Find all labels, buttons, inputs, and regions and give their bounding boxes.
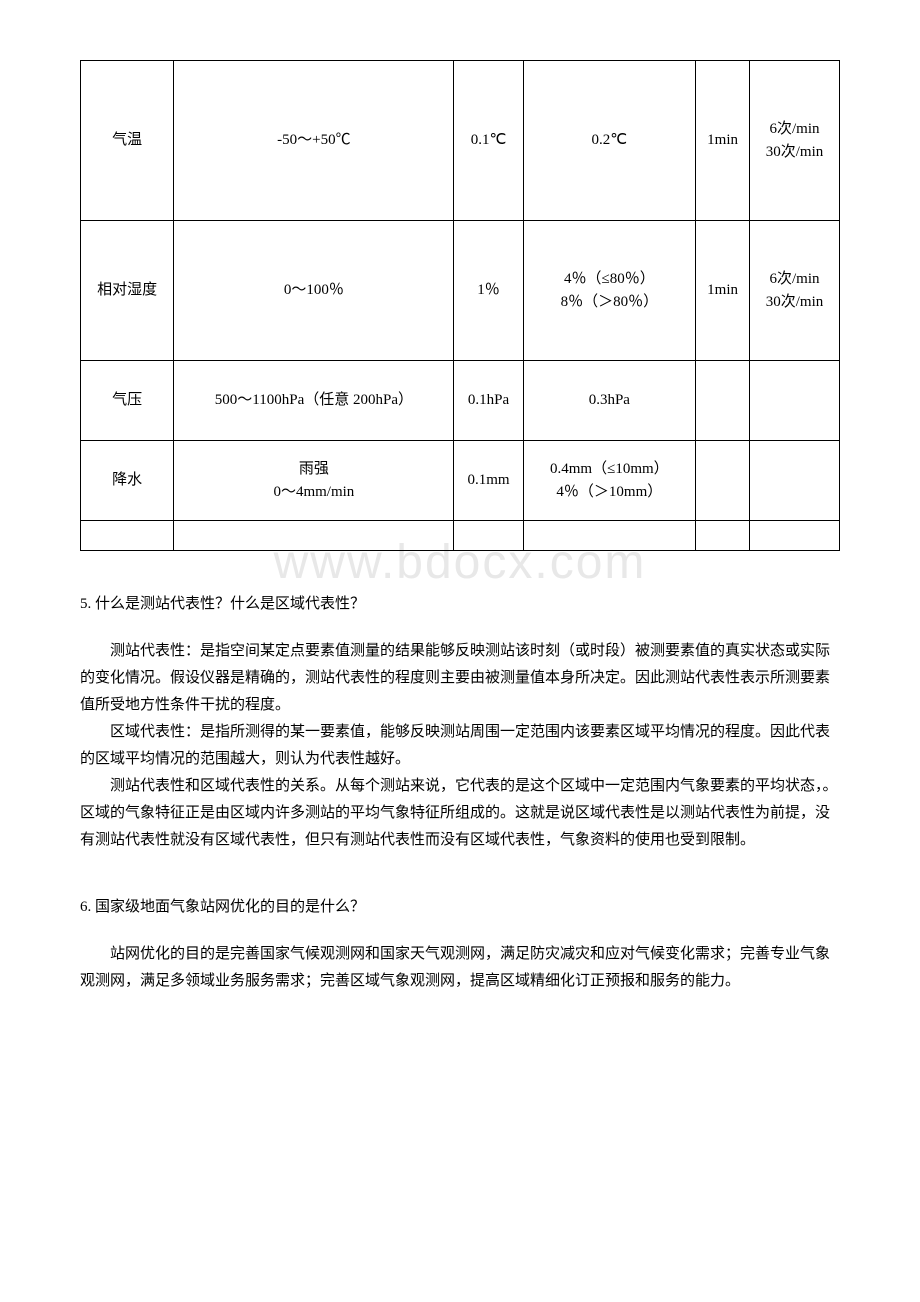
cell-resolution: 0.1hPa [454,361,523,441]
cell-range: 500～1100hPa（任意 200hPa） [174,361,454,441]
cell-empty [81,521,174,551]
table-row: 降水 雨强 0～4mm/min 0.1mm 0.4mm（≤10mm） 4％（＞1… [81,441,840,521]
cell-accuracy: 4％（≤80％） 8％（＞80％） [523,221,696,361]
cell-freq: 6次/min 30次/min [750,221,840,361]
cell-period [696,441,750,521]
cell-period: 1min [696,221,750,361]
cell-param: 降水 [81,441,174,521]
cell-empty [750,521,840,551]
cell-freq [750,361,840,441]
cell-param: 气压 [81,361,174,441]
cell-accuracy: 0.4mm（≤10mm） 4％（＞10mm） [523,441,696,521]
cell-accuracy: 0.3hPa [523,361,696,441]
table-row: 气压 500～1100hPa（任意 200hPa） 0.1hPa 0.3hPa [81,361,840,441]
table-row: 相对湿度 0～100％ 1％ 4％（≤80％） 8％（＞80％） 1min 6次… [81,221,840,361]
question-5-para1: 测站代表性：是指空间某定点要素值测量的结果能够反映测站该时刻（或时段）被测要素值… [80,638,840,719]
measurement-table: 气温 -50～+50℃ 0.1℃ 0.2℃ 1min 6次/min 30次/mi… [80,60,840,551]
cell-param: 气温 [81,61,174,221]
cell-resolution: 0.1℃ [454,61,523,221]
cell-period: 1min [696,61,750,221]
cell-empty [696,521,750,551]
table-row: 气温 -50～+50℃ 0.1℃ 0.2℃ 1min 6次/min 30次/mi… [81,61,840,221]
question-5-para3: 测站代表性和区域代表性的关系。从每个测站来说，它代表的是这个区域中一定范围内气象… [80,773,840,854]
question-5-heading: 5. 什么是测站代表性？什么是区域代表性？ [80,591,840,618]
cell-range: 雨强 0～4mm/min [174,441,454,521]
cell-resolution: 0.1mm [454,441,523,521]
cell-accuracy: 0.2℃ [523,61,696,221]
cell-empty [174,521,454,551]
question-5-para2: 区域代表性：是指所测得的某一要素值，能够反映测站周围一定范围内该要素区域平均情况… [80,719,840,773]
cell-param: 相对湿度 [81,221,174,361]
cell-range: 0～100％ [174,221,454,361]
page-content: 气温 -50～+50℃ 0.1℃ 0.2℃ 1min 6次/min 30次/mi… [80,60,840,995]
cell-empty [454,521,523,551]
cell-resolution: 1％ [454,221,523,361]
cell-freq: 6次/min 30次/min [750,61,840,221]
cell-freq [750,441,840,521]
cell-empty [523,521,696,551]
question-6-heading: 6. 国家级地面气象站网优化的目的是什么？ [80,894,840,921]
cell-period [696,361,750,441]
cell-range: -50～+50℃ [174,61,454,221]
table-row [81,521,840,551]
question-6-para1: 站网优化的目的是完善国家气候观测网和国家天气观测网，满足防灾减灾和应对气候变化需… [80,941,840,995]
